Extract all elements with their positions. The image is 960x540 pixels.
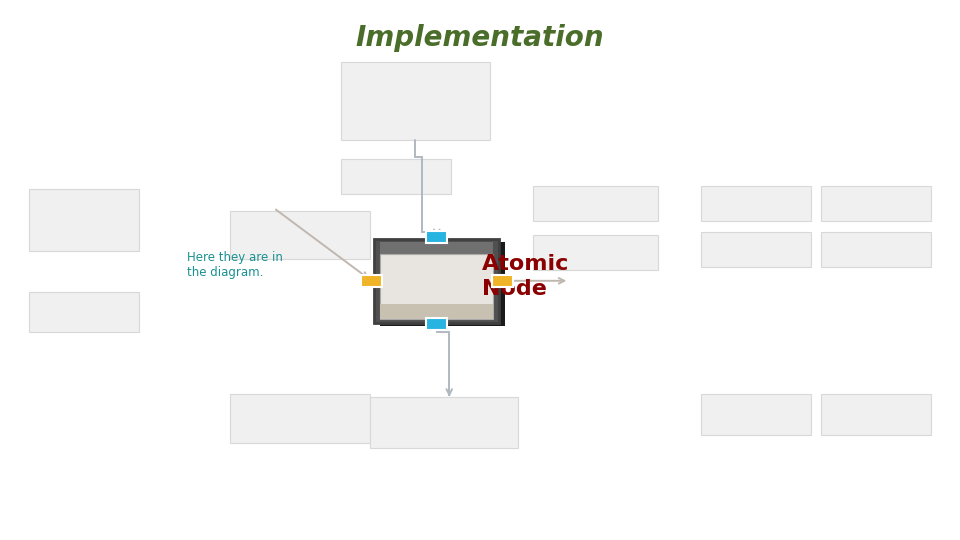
Bar <box>533 235 658 270</box>
Text: Implementation: Implementation <box>356 24 604 52</box>
Bar <box>374 239 499 322</box>
Bar <box>380 254 493 320</box>
Bar <box>341 159 451 194</box>
Bar <box>380 242 493 255</box>
Bar <box>361 275 382 287</box>
Bar <box>701 232 811 267</box>
Bar <box>230 211 370 259</box>
Bar <box>701 394 811 435</box>
Bar <box>230 394 370 443</box>
Bar <box>341 62 490 140</box>
Bar <box>426 231 447 243</box>
Bar <box>492 275 513 287</box>
Text: Atomic
Node: Atomic Node <box>482 254 569 299</box>
Bar <box>821 394 931 435</box>
Bar <box>821 186 931 221</box>
Bar <box>370 397 518 448</box>
Bar <box>380 242 505 326</box>
Bar <box>426 319 447 330</box>
Bar <box>29 189 139 251</box>
Bar <box>380 305 493 320</box>
Bar <box>533 186 658 221</box>
Text: Here they are in
the diagram.: Here they are in the diagram. <box>187 251 283 279</box>
Bar <box>821 232 931 267</box>
Bar <box>701 186 811 221</box>
Bar <box>29 292 139 332</box>
